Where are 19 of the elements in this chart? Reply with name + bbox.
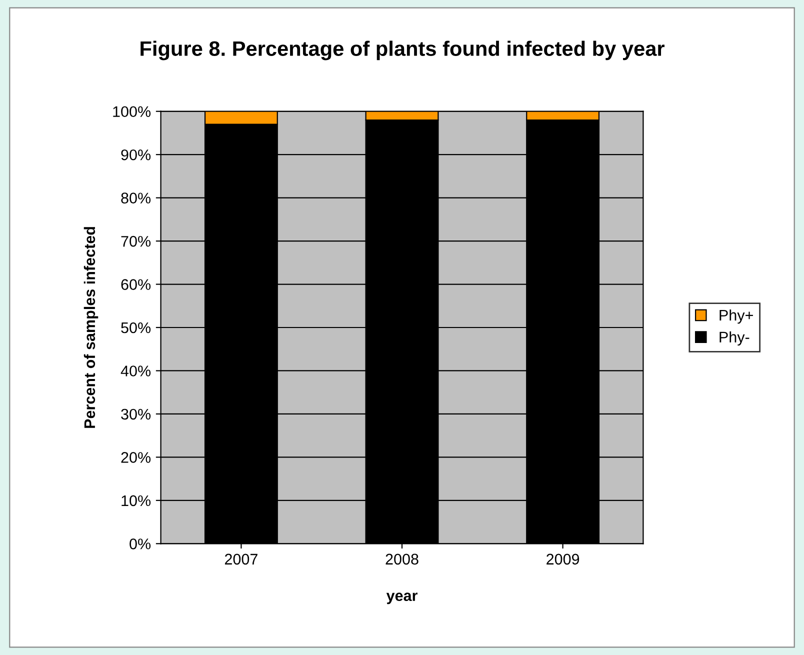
y-tick-label: 50% [121,322,151,334]
x-axis-title: year [386,592,418,604]
y-tick-label: 60% [121,279,151,290]
y-tick-label: 10% [122,495,151,506]
y-tick-label: 80% [121,192,151,204]
y-tick-label: 30% [121,408,151,420]
y-tick-label: 100% [113,106,151,118]
y-tick-label: 0% [130,538,151,550]
y-tick-label: 20% [121,452,151,463]
legend-label: Phy+ [720,309,753,324]
x-tick-label: 2007 [224,554,258,565]
x-tick-label: 2008 [386,554,418,565]
y-tick-label: 90% [121,149,151,160]
y-axis-title: Percent of samples infected [84,227,98,428]
y-tick-label: 40% [120,366,151,376]
y-tick-label: 70% [121,236,151,247]
legend-label: Phy- [720,331,750,346]
x-tick-label: 2009 [546,554,580,565]
chart-title: Figure 8. Percentage of plants found infected by year [140,40,664,60]
